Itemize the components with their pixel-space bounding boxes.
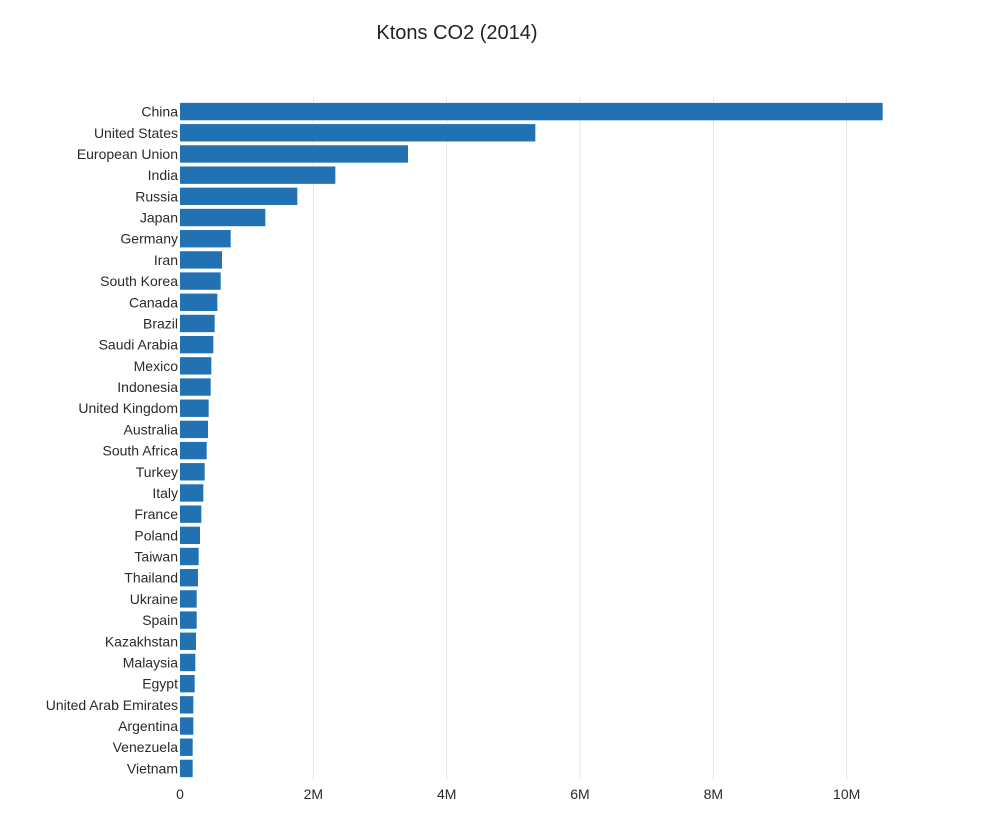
category-label-taiwan: Taiwan — [134, 549, 178, 565]
bar-germany[interactable] — [180, 230, 231, 248]
category-label-united-arab-emirates: United Arab Emirates — [46, 697, 178, 713]
category-label-russia: Russia — [135, 188, 178, 204]
category-label-australia: Australia — [124, 421, 179, 437]
category-label-iran: Iran — [154, 252, 178, 268]
bar-canada[interactable] — [180, 293, 218, 311]
bar-south-africa[interactable] — [180, 441, 207, 460]
bar-iran[interactable] — [180, 251, 222, 269]
category-label-south-korea: South Korea — [100, 273, 178, 289]
category-label-france: France — [134, 506, 178, 522]
category-label-vietnam: Vietnam — [127, 760, 178, 776]
bar-taiwan[interactable] — [180, 547, 199, 566]
category-label-united-kingdom: United Kingdom — [78, 400, 178, 416]
category-label-united-states: United States — [94, 125, 178, 141]
bar-argentina[interactable] — [180, 717, 194, 735]
bar-italy[interactable] — [180, 484, 204, 502]
category-label-kazakhstan: Kazakhstan — [105, 633, 178, 649]
bar-japan[interactable] — [180, 208, 266, 227]
category-label-poland: Poland — [134, 527, 178, 543]
bar-vietnam[interactable] — [180, 759, 193, 778]
bar-egypt[interactable] — [180, 674, 195, 693]
category-label-italy: Italy — [152, 485, 178, 501]
bar-mexico[interactable] — [180, 357, 212, 375]
category-label-european-union: European Union — [77, 146, 178, 162]
category-label-mexico: Mexico — [134, 358, 179, 374]
category-label-ukraine: Ukraine — [130, 591, 178, 607]
bar-india[interactable] — [180, 166, 336, 184]
bar-venezuela[interactable] — [180, 738, 193, 756]
category-label-brazil: Brazil — [143, 315, 178, 331]
gridlines — [312, 97, 848, 779]
category-label-india: India — [148, 167, 179, 183]
category-label-saudi-arabia: Saudi Arabia — [99, 337, 179, 353]
category-label-argentina: Argentina — [118, 718, 178, 734]
bar-united-arab-emirates[interactable] — [180, 696, 194, 714]
category-label-indonesia: Indonesia — [117, 379, 178, 395]
category-label-canada: Canada — [129, 294, 178, 310]
category-label-spain: Spain — [142, 612, 178, 628]
category-label-thailand: Thailand — [124, 570, 178, 586]
category-label-turkey: Turkey — [136, 464, 178, 480]
x-tick-label: 8M — [704, 786, 723, 802]
bar-china[interactable] — [180, 102, 883, 121]
x-tick-label: 6M — [570, 786, 589, 802]
bar-turkey[interactable] — [180, 463, 205, 481]
x-axis-ticks: 0 2M 4M 6M 8M 10M — [176, 786, 860, 802]
category-label-malaysia: Malaysia — [123, 654, 178, 670]
bar-kazakhstan[interactable] — [180, 632, 196, 650]
bar-united-states[interactable] — [180, 124, 536, 142]
x-tick-label: 4M — [437, 786, 456, 802]
bar-spain[interactable] — [180, 611, 197, 629]
bar-united-kingdom[interactable] — [180, 399, 209, 417]
bar-saudi-arabia[interactable] — [180, 335, 214, 354]
bar-australia[interactable] — [180, 420, 208, 439]
bar-indonesia[interactable] — [180, 378, 211, 396]
bar-thailand[interactable] — [180, 569, 198, 587]
category-label-germany: Germany — [120, 231, 178, 247]
bar-france[interactable] — [180, 505, 202, 523]
bar-russia[interactable] — [180, 187, 298, 206]
bar-ukraine[interactable] — [180, 590, 197, 608]
category-label-china: China — [141, 104, 178, 120]
chart-title: Ktons CO2 (2014) — [376, 22, 537, 44]
bar-poland[interactable] — [180, 526, 200, 545]
x-tick-label: 0 — [176, 786, 184, 802]
x-tick-label: 10M — [833, 786, 860, 802]
category-labels: China United States European Union India Rus… — [46, 104, 179, 777]
category-label-venezuela: Venezuela — [113, 739, 179, 755]
category-label-japan: Japan — [140, 210, 178, 226]
category-label-egypt: Egypt — [142, 676, 178, 692]
category-label-south-africa: South Africa — [103, 443, 179, 459]
bar-european-union[interactable] — [180, 145, 408, 163]
bar-south-korea[interactable] — [180, 272, 221, 290]
x-tick-label: 2M — [304, 786, 323, 802]
bar-brazil[interactable] — [180, 314, 215, 333]
bars — [180, 102, 883, 778]
bar-malaysia[interactable] — [180, 653, 196, 672]
